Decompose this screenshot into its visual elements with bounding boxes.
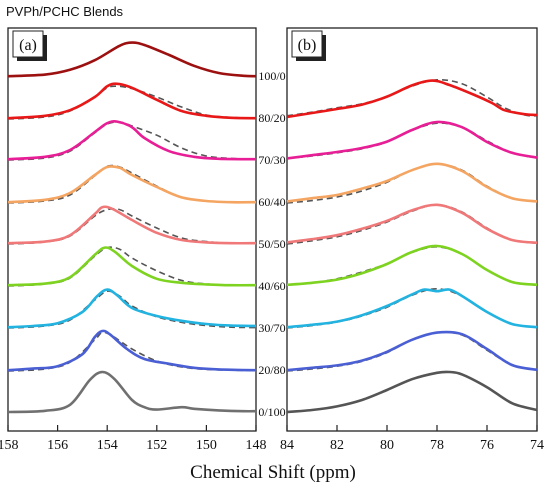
- ratio-label-0-100: 0/100: [258, 405, 285, 419]
- x-tick-label-a-158: 158: [0, 438, 19, 453]
- spectrum-a-60-40: [7, 165, 257, 204]
- fit-curve-a-80-20: [7, 85, 257, 120]
- spectrum-b-60-40: [286, 203, 538, 245]
- panel-a-traces: [7, 41, 257, 414]
- x-tick-label-b-82: 82: [330, 438, 344, 453]
- spectrum-a-40-60: [7, 246, 257, 287]
- ratio-label-70-30: 70/30: [258, 153, 285, 167]
- x-axis-label: Chemical Shift (ppm): [190, 462, 356, 483]
- ratio-label-50-50: 50/50: [258, 237, 285, 251]
- ratio-label-60-40: 60/40: [258, 195, 285, 209]
- fit-curve-a-60-40: [7, 164, 257, 204]
- panel-a-label-box: (a): [12, 30, 47, 61]
- spectrum-a-50-50: [7, 205, 257, 245]
- panel-b-traces: [286, 78, 538, 414]
- spectrum-a-80-20: [7, 82, 257, 120]
- ratio-label-100-0: 100/0: [258, 69, 285, 83]
- ratio-label-30-70: 30/70: [258, 321, 285, 335]
- spectrum-a-20-80: [7, 329, 257, 372]
- x-tick-label-b-80: 80: [380, 438, 394, 453]
- ratio-label-20-80: 20/80: [258, 363, 285, 377]
- spectrum-b-20-80: [286, 330, 538, 372]
- ratio-label-40-60: 40/60: [258, 279, 285, 293]
- spectrum-b-100-0: [286, 79, 538, 119]
- spectrum-b-80-20: [286, 120, 538, 160]
- spectrum-a-0-100: [7, 370, 257, 414]
- x-tick-label-b-74: 74: [530, 438, 544, 453]
- fit-curve-a-50-50: [7, 207, 257, 245]
- fit-curve-b-20-80: [286, 331, 538, 372]
- spectrum-a-30-70: [7, 288, 257, 329]
- panel-b-x-axis: 84 82 80 78 76 74: [280, 425, 544, 453]
- x-tick-label-a-152: 152: [146, 438, 167, 453]
- spectrum-a-70-30: [7, 120, 257, 161]
- fit-curve-a-30-70: [7, 290, 257, 329]
- spectrum-b-50-50: [286, 244, 538, 287]
- spectrum-b-70-30: [286, 162, 538, 203]
- panel-b-label: (b): [298, 37, 317, 54]
- panel-b-label-box: (b): [291, 30, 326, 61]
- ratio-labels: 100/0 80/20 70/30 60/40 50/50 40/60 30/70 20/80…: [258, 69, 285, 419]
- spectrum-b-30-70: [286, 288, 538, 329]
- ratio-label-80-20: 80/20: [258, 111, 285, 125]
- panel-a-frame: [7, 27, 257, 432]
- panel-a-label: (a): [19, 37, 37, 54]
- x-tick-label-a-150: 150: [196, 438, 217, 453]
- x-tick-label-a-156: 156: [47, 438, 68, 453]
- x-tick-label-a-154: 154: [97, 438, 118, 453]
- spectrum-a-100-0: [7, 41, 257, 78]
- panel-b-frame: [286, 27, 538, 432]
- chart-title: PVPh/PCHC Blends: [6, 4, 124, 19]
- panel-a-x-axis: 158 156 154 152 150 148: [0, 425, 267, 453]
- x-tick-label-b-76: 76: [480, 438, 494, 453]
- x-tick-label-b-84: 84: [280, 438, 294, 453]
- x-tick-label-b-78: 78: [430, 438, 444, 453]
- spectrum-b-0-100: [286, 370, 538, 414]
- x-tick-label-a-148: 148: [246, 438, 267, 453]
